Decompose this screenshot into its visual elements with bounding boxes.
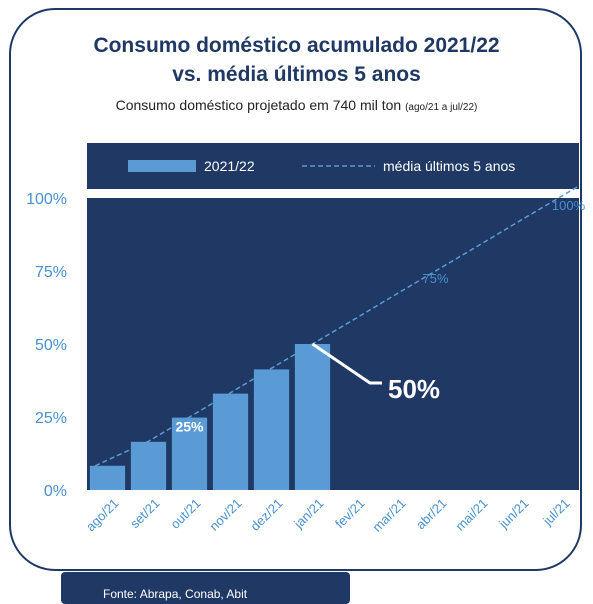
chart-title-line1: Consumo doméstico acumulado 2021/22 — [93, 34, 500, 57]
average-line — [94, 185, 580, 467]
y-tick-label: 50% — [35, 337, 67, 354]
y-tick-label: 100% — [26, 191, 67, 208]
x-tick-label: abr/21 — [413, 496, 450, 533]
bar-out-21 — [171, 417, 208, 490]
x-tick-label: mar/21 — [369, 496, 408, 535]
line-data-label: 75% — [422, 271, 448, 286]
subtitle-period: (ago/21 a jul/22) — [405, 102, 478, 113]
y-tick-label: 0% — [44, 483, 67, 500]
chart-title-line2: vs. média últimos 5 anos — [172, 63, 421, 86]
x-tick-label: nov/21 — [206, 496, 244, 534]
x-tick-label: set/21 — [127, 496, 163, 532]
source-box — [61, 572, 350, 604]
bar-nov-21 — [212, 393, 249, 490]
callout-label: 50% — [388, 374, 440, 404]
x-tick-label: ago/21 — [83, 496, 122, 535]
bar-data-label: 25% — [175, 419, 204, 435]
line-data-label: 100% — [552, 198, 586, 213]
x-tick-label: dez/21 — [247, 496, 285, 534]
x-tick-label: out/21 — [167, 496, 203, 532]
subtitle-main: Consumo doméstico projetado em 740 mil t… — [115, 97, 402, 113]
bar-dez-21 — [253, 369, 290, 490]
chart-subtitle: Consumo doméstico projetado em 740 mil t… — [0, 97, 593, 113]
legend-line-label: média últimos 5 anos — [383, 158, 515, 174]
bar-set-21 — [130, 441, 167, 490]
y-tick-label: 25% — [35, 410, 67, 427]
y-tick-label: 75% — [35, 264, 67, 281]
x-tick-label: fev/21 — [332, 496, 368, 532]
x-tick-label: jul/21 — [539, 496, 572, 529]
bar-jan-21 — [294, 344, 331, 490]
bar-ago-21 — [89, 465, 126, 490]
legend-bar-label: 2021/22 — [204, 158, 255, 174]
x-tick-label: jan/21 — [290, 496, 326, 532]
legend-bar-swatch — [128, 160, 196, 172]
x-tick-label: jun/21 — [495, 496, 531, 532]
plot-area — [87, 198, 579, 490]
callout-leader — [311, 342, 382, 385]
x-tick-label: mai/21 — [452, 496, 490, 534]
source-text: Fonte: Abrapa, Conab, Abit — [103, 587, 248, 601]
